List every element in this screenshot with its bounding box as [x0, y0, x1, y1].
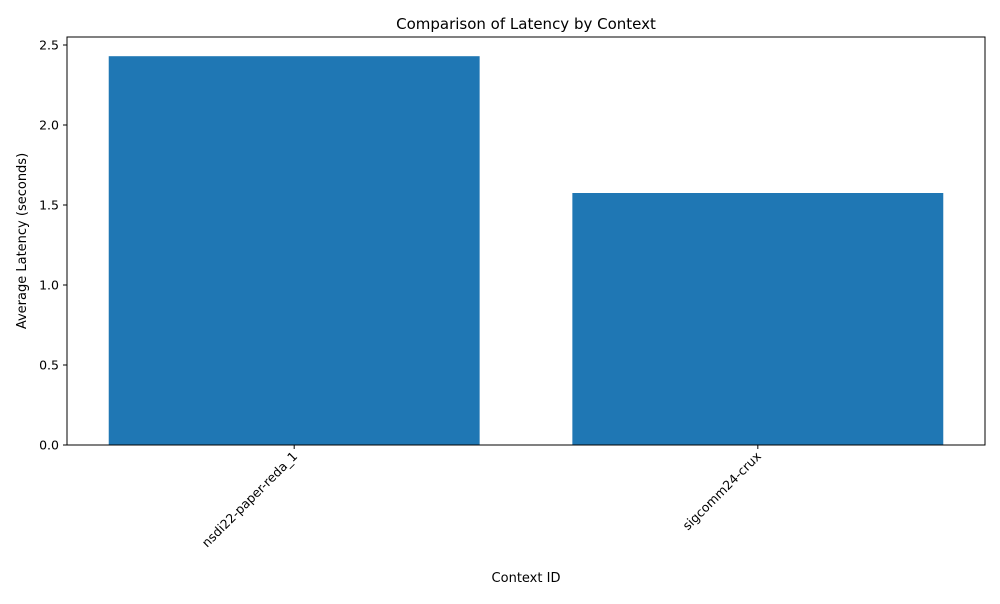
- bar-nsdi22-paper-reda_1: [108, 56, 480, 445]
- y-axis-ticks: 0.0 0.5 1.0 1.5 2.0 2.5: [39, 38, 67, 453]
- plot-area-frame: [66, 36, 986, 446]
- y-tick-label: 0.5: [39, 358, 59, 373]
- x-tick-label: nsdi22-paper-reda_1: [199, 449, 301, 551]
- y-axis-label: Average Latency (seconds): [15, 153, 30, 329]
- x-tick-label: sigcomm24-crux: [679, 449, 764, 534]
- y-tick-label: 1.0: [39, 278, 59, 293]
- bar-sigcomm24-crux: [572, 193, 944, 445]
- bars-layer: [108, 56, 944, 445]
- y-tick-label: 2.0: [39, 118, 59, 133]
- x-axis-label: Context ID: [492, 571, 561, 586]
- y-tick-label: 2.5: [39, 38, 59, 53]
- chart-title: Comparison of Latency by Context: [396, 15, 656, 33]
- y-tick-label: 1.5: [39, 198, 59, 213]
- x-axis-ticks: nsdi22-paper-reda_1 sigcomm24-crux: [199, 445, 764, 550]
- y-tick-label: 0.0: [39, 438, 59, 453]
